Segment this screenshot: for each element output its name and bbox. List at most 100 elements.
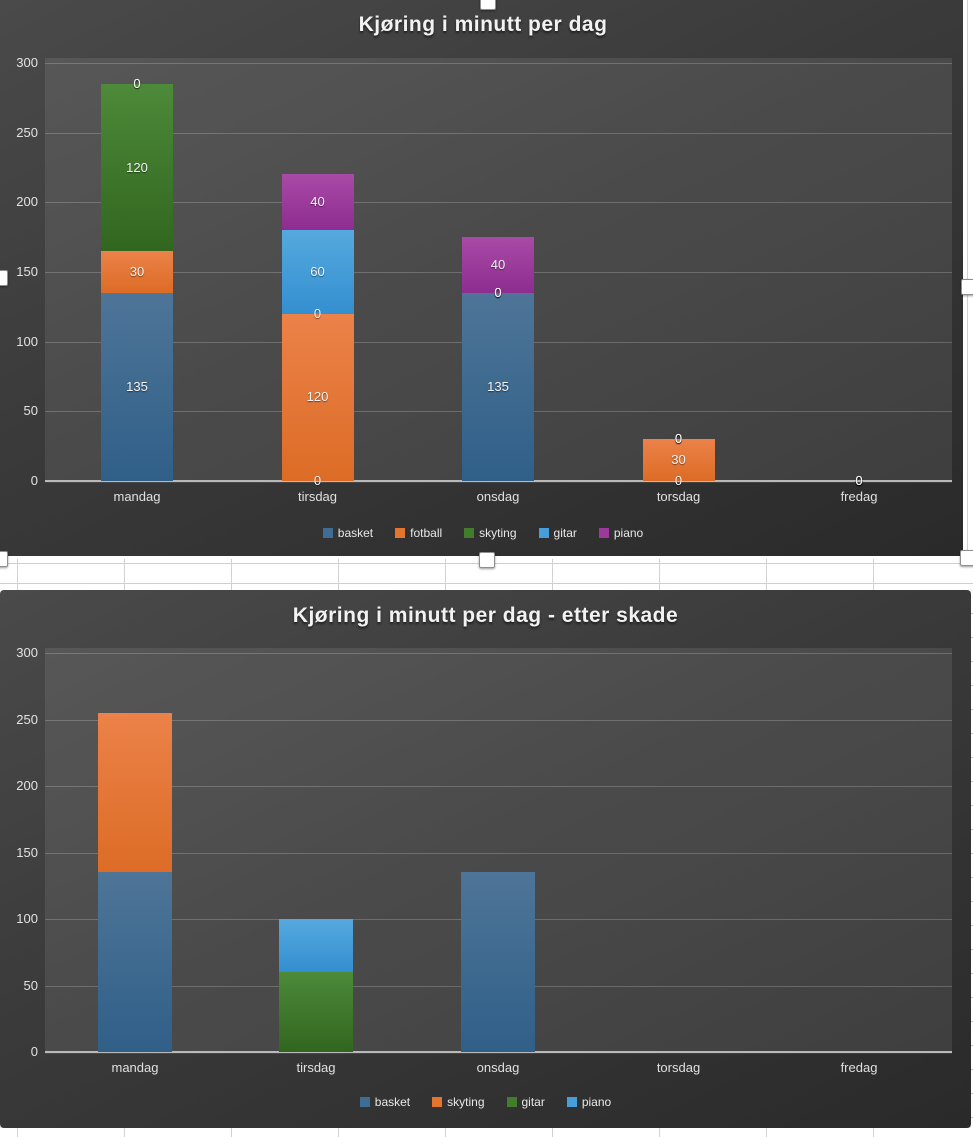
- bar-segment-fotball-torsdag[interactable]: [642, 439, 715, 481]
- bar-segment-fotball-tirsdag[interactable]: [281, 313, 354, 481]
- data-label-skyting-tirsdag: 0: [313, 305, 322, 321]
- y-gridline: [45, 786, 952, 787]
- x-axis-category-label: torsdag: [656, 1060, 701, 1075]
- data-label-fotball-tirsdag: 120: [306, 389, 329, 405]
- bar-segment-basket-onsdag[interactable]: [461, 872, 535, 1052]
- legend-item-skyting[interactable]: skyting: [432, 1095, 485, 1109]
- x-axis-line: [45, 480, 952, 482]
- x-axis-category-label: torsdag: [656, 489, 701, 504]
- data-label-basket-mandag: 135: [126, 378, 148, 394]
- x-axis-category-label: onsdag: [476, 489, 520, 504]
- y-axis-tick-label: 250: [16, 124, 38, 140]
- legend-swatch-skyting: [464, 528, 475, 538]
- bar-segment-piano-tirsdag[interactable]: [279, 919, 353, 973]
- bar-segment-piano-onsdag[interactable]: [462, 237, 534, 293]
- legend-item-basket[interactable]: basket: [359, 1096, 410, 1108]
- bar-segment-basket-mandag[interactable]: [101, 292, 173, 481]
- y-axis-tick-label: 250: [16, 711, 38, 727]
- legend-swatch-basket: [322, 528, 333, 538]
- legend-item-gitar[interactable]: gitar: [538, 526, 577, 540]
- legend-swatch-skyting: [432, 1097, 443, 1107]
- selection-handle-bottom-left[interactable]: [0, 551, 8, 567]
- legend-swatch-gitar: [538, 528, 549, 538]
- legend-label: piano: [613, 526, 644, 540]
- legend-item-piano[interactable]: piano: [566, 1095, 612, 1109]
- legend-item-skyting[interactable]: skyting: [464, 527, 517, 539]
- legend-swatch-piano: [598, 528, 609, 538]
- data-label-piano-torsdag: 0: [674, 431, 683, 447]
- data-label-skyting-onsdag: 0: [494, 284, 502, 300]
- legend-label: gitar: [521, 1095, 545, 1109]
- bar-segment-skyting-mandag[interactable]: [101, 83, 173, 252]
- y-gridline: [45, 653, 952, 654]
- y-axis-tick-label: 300: [16, 55, 38, 70]
- data-label-gitar-onsdag: 0: [494, 284, 502, 300]
- legend-label: piano: [581, 1095, 612, 1109]
- data-label-fotball-torsdag: 30: [671, 452, 686, 468]
- x-axis-line: [45, 1051, 952, 1053]
- y-axis-tick-label: 50: [23, 403, 38, 419]
- y-gridline: [45, 132, 952, 134]
- bar-segment-piano-tirsdag[interactable]: [281, 174, 354, 231]
- bar-segment-basket-onsdag[interactable]: [462, 292, 534, 481]
- selection-handle-left[interactable]: [0, 270, 8, 286]
- y-axis-tick-label: 150: [16, 844, 38, 860]
- bar-segment-fotball-mandag[interactable]: [101, 251, 173, 293]
- row-gridline: [0, 583, 973, 584]
- data-label-skyting-torsdag: 0: [674, 431, 683, 447]
- selection-handle-bottom[interactable]: [479, 552, 495, 568]
- data-label-fotball-mandag: 30: [129, 264, 145, 279]
- bar-segment-gitar-tirsdag[interactable]: [279, 972, 353, 1052]
- chart-title[interactable]: Kjøring i minutt per dag - etter skade: [292, 604, 679, 627]
- legend-swatch-gitar: [506, 1097, 517, 1107]
- y-axis-tick-label: 300: [16, 645, 38, 660]
- legend-item-fotball[interactable]: fotball: [395, 527, 442, 539]
- y-axis-tick-label: 200: [16, 194, 38, 210]
- x-axis-category-label: onsdag: [476, 1060, 520, 1075]
- legend: basket skyting gitar piano: [0, 1095, 971, 1109]
- data-label-gitar-mandag: 0: [133, 75, 141, 91]
- x-axis-category-label: mandag: [111, 1060, 159, 1075]
- selection-handle-top[interactable]: [480, 0, 496, 10]
- legend-label: gitar: [553, 526, 577, 540]
- selection-handle-right[interactable]: [961, 279, 973, 295]
- x-axis-category-label: mandag: [113, 489, 161, 504]
- selection-handle-bottom-right[interactable]: [960, 550, 973, 566]
- legend-swatch-fotball: [395, 528, 406, 538]
- data-label-basket-fredag: 0: [855, 473, 863, 488]
- legend: basket fotball skyting gitar piano: [0, 526, 966, 540]
- y-axis-tick-label: 100: [16, 333, 38, 349]
- worksheet-cells-right-lower[interactable]: [971, 590, 973, 1128]
- bar-segment-basket-mandag[interactable]: [98, 872, 172, 1052]
- data-label-piano-fredag: 0: [855, 473, 863, 488]
- x-axis-category-label: fredag: [840, 489, 878, 504]
- x-axis-category-label: fredag: [840, 1060, 878, 1075]
- legend-swatch-basket: [359, 1097, 370, 1107]
- legend-item-gitar[interactable]: gitar: [506, 1095, 545, 1109]
- y-axis-tick-label: 150: [16, 264, 38, 279]
- data-label-basket-onsdag: 135: [487, 378, 509, 394]
- y-axis-tick-label: 0: [30, 473, 38, 488]
- data-label-skyting-mandag: 120: [126, 159, 148, 175]
- legend-swatch-piano: [566, 1097, 577, 1107]
- data-label-skyting-fredag: 0: [855, 473, 863, 488]
- legend-label: skyting: [447, 1095, 485, 1109]
- data-label-gitar-torsdag: 0: [674, 431, 683, 447]
- bar-segment-gitar-tirsdag[interactable]: [281, 230, 354, 314]
- y-gridline: [45, 63, 952, 64]
- data-label-basket-torsdag: 0: [674, 473, 683, 488]
- data-label-piano-mandag: 0: [133, 75, 141, 91]
- x-axis-category-label: tirsdag: [297, 489, 338, 504]
- data-label-gitar-fredag: 0: [855, 473, 863, 488]
- chart-title[interactable]: Kjøring i minutt per dag: [358, 13, 608, 36]
- data-label-basket-tirsdag: 0: [313, 473, 322, 488]
- legend-label: fotball: [410, 526, 443, 540]
- worksheet-cells-bottom[interactable]: [0, 1128, 973, 1137]
- legend-item-piano[interactable]: piano: [598, 526, 644, 540]
- legend-item-basket[interactable]: basket: [322, 527, 373, 539]
- y-axis-tick-label: 200: [16, 778, 38, 793]
- bar-segment-skyting-mandag[interactable]: [98, 712, 172, 873]
- y-gridline: [45, 202, 952, 204]
